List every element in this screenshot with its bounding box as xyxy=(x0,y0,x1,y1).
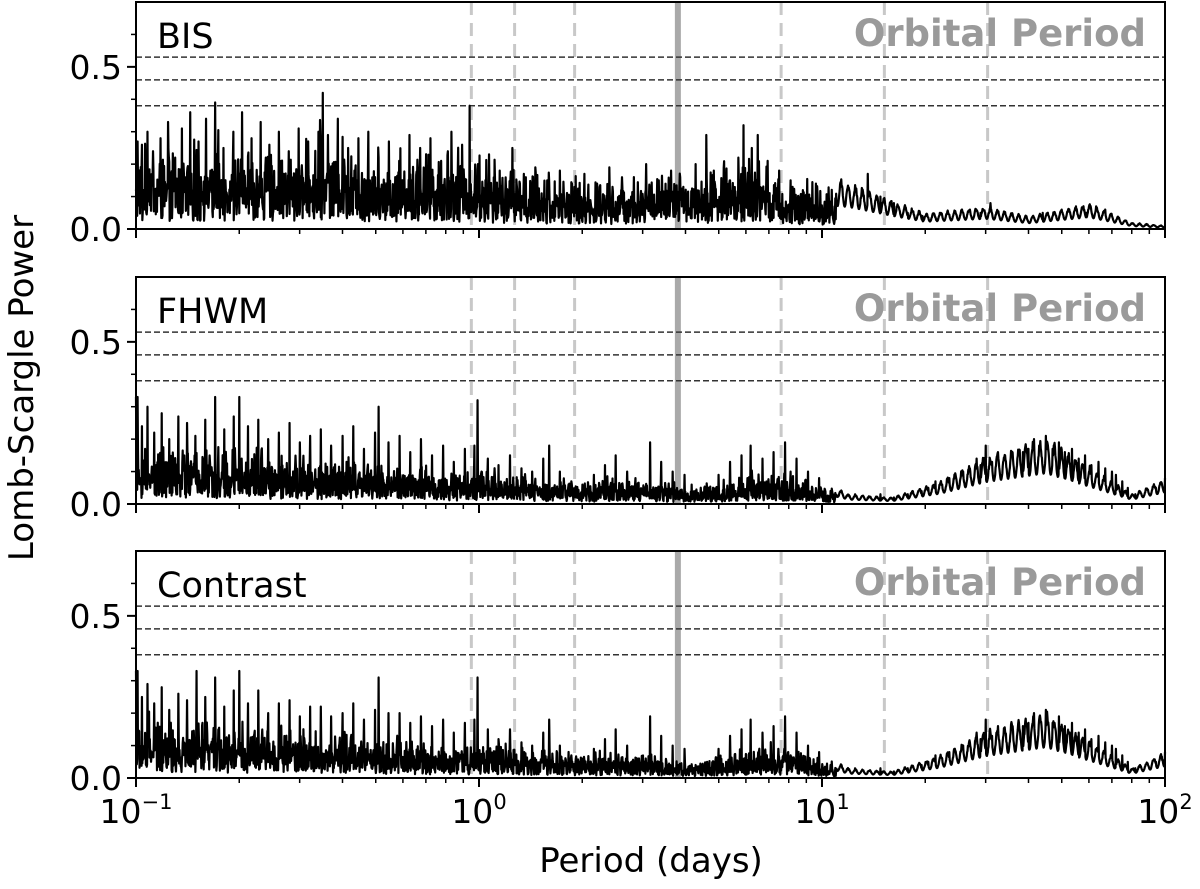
panel-name: FHWM xyxy=(157,292,268,332)
periodogram-line xyxy=(134,669,1167,778)
y-tick-label: 0.5 xyxy=(70,597,122,636)
panel-bis: 0.0 0.5 BIS Orbital Period xyxy=(70,1,1166,249)
x-axis-label: Period (days) xyxy=(539,841,763,881)
axes-frame xyxy=(135,1,1166,230)
panel-name: BIS xyxy=(157,17,214,57)
x-tick-label: 101 xyxy=(794,790,849,831)
y-tick-label: 0.5 xyxy=(70,323,122,362)
orbital-period-annotation: Orbital Period xyxy=(854,12,1146,55)
y-axis-label: Lomb-Scargle Power xyxy=(2,215,42,561)
x-tick-label: 10−1 xyxy=(100,790,173,831)
x-tick-label: 102 xyxy=(1137,790,1192,831)
y-tick-label: 0.0 xyxy=(70,759,122,798)
panel-fhwm: 0.0 0.5 FHWM Orbital Period xyxy=(70,276,1167,524)
axes-frame xyxy=(135,550,1166,779)
panel-contrast: 0.0 0.5 Contrast Orbital Period xyxy=(70,550,1167,798)
periodogram-line xyxy=(134,395,1167,504)
x-tick-label: 100 xyxy=(451,790,506,831)
orbital-period-annotation: Orbital Period xyxy=(854,561,1146,604)
y-tick-label: 0.0 xyxy=(70,485,122,524)
y-tick-label: 0.5 xyxy=(70,48,122,87)
panel-name: Contrast xyxy=(157,566,307,606)
periodogram-line xyxy=(134,91,1166,229)
axes-frame xyxy=(135,276,1166,505)
y-tick-label: 0.0 xyxy=(70,210,122,249)
orbital-period-annotation: Orbital Period xyxy=(854,287,1146,330)
